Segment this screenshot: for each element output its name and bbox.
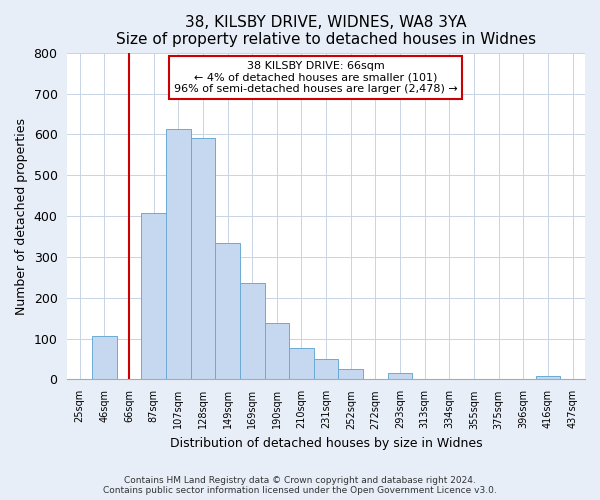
Title: 38, KILSBY DRIVE, WIDNES, WA8 3YA
Size of property relative to detached houses i: 38, KILSBY DRIVE, WIDNES, WA8 3YA Size o… bbox=[116, 15, 536, 48]
Text: 38 KILSBY DRIVE: 66sqm
← 4% of detached houses are smaller (101)
96% of semi-det: 38 KILSBY DRIVE: 66sqm ← 4% of detached … bbox=[174, 61, 458, 94]
Bar bbox=[289, 348, 314, 380]
Bar bbox=[240, 282, 265, 380]
Bar bbox=[215, 244, 240, 380]
Bar bbox=[141, 213, 166, 380]
Bar bbox=[338, 369, 363, 380]
Bar bbox=[536, 376, 560, 380]
Bar bbox=[265, 324, 289, 380]
Y-axis label: Number of detached properties: Number of detached properties bbox=[15, 118, 28, 314]
Bar bbox=[191, 138, 215, 380]
Bar bbox=[388, 373, 412, 380]
X-axis label: Distribution of detached houses by size in Widnes: Distribution of detached houses by size … bbox=[170, 437, 482, 450]
Text: Contains HM Land Registry data © Crown copyright and database right 2024.
Contai: Contains HM Land Registry data © Crown c… bbox=[103, 476, 497, 495]
Bar bbox=[166, 128, 191, 380]
Bar bbox=[314, 359, 338, 380]
Bar bbox=[92, 336, 116, 380]
